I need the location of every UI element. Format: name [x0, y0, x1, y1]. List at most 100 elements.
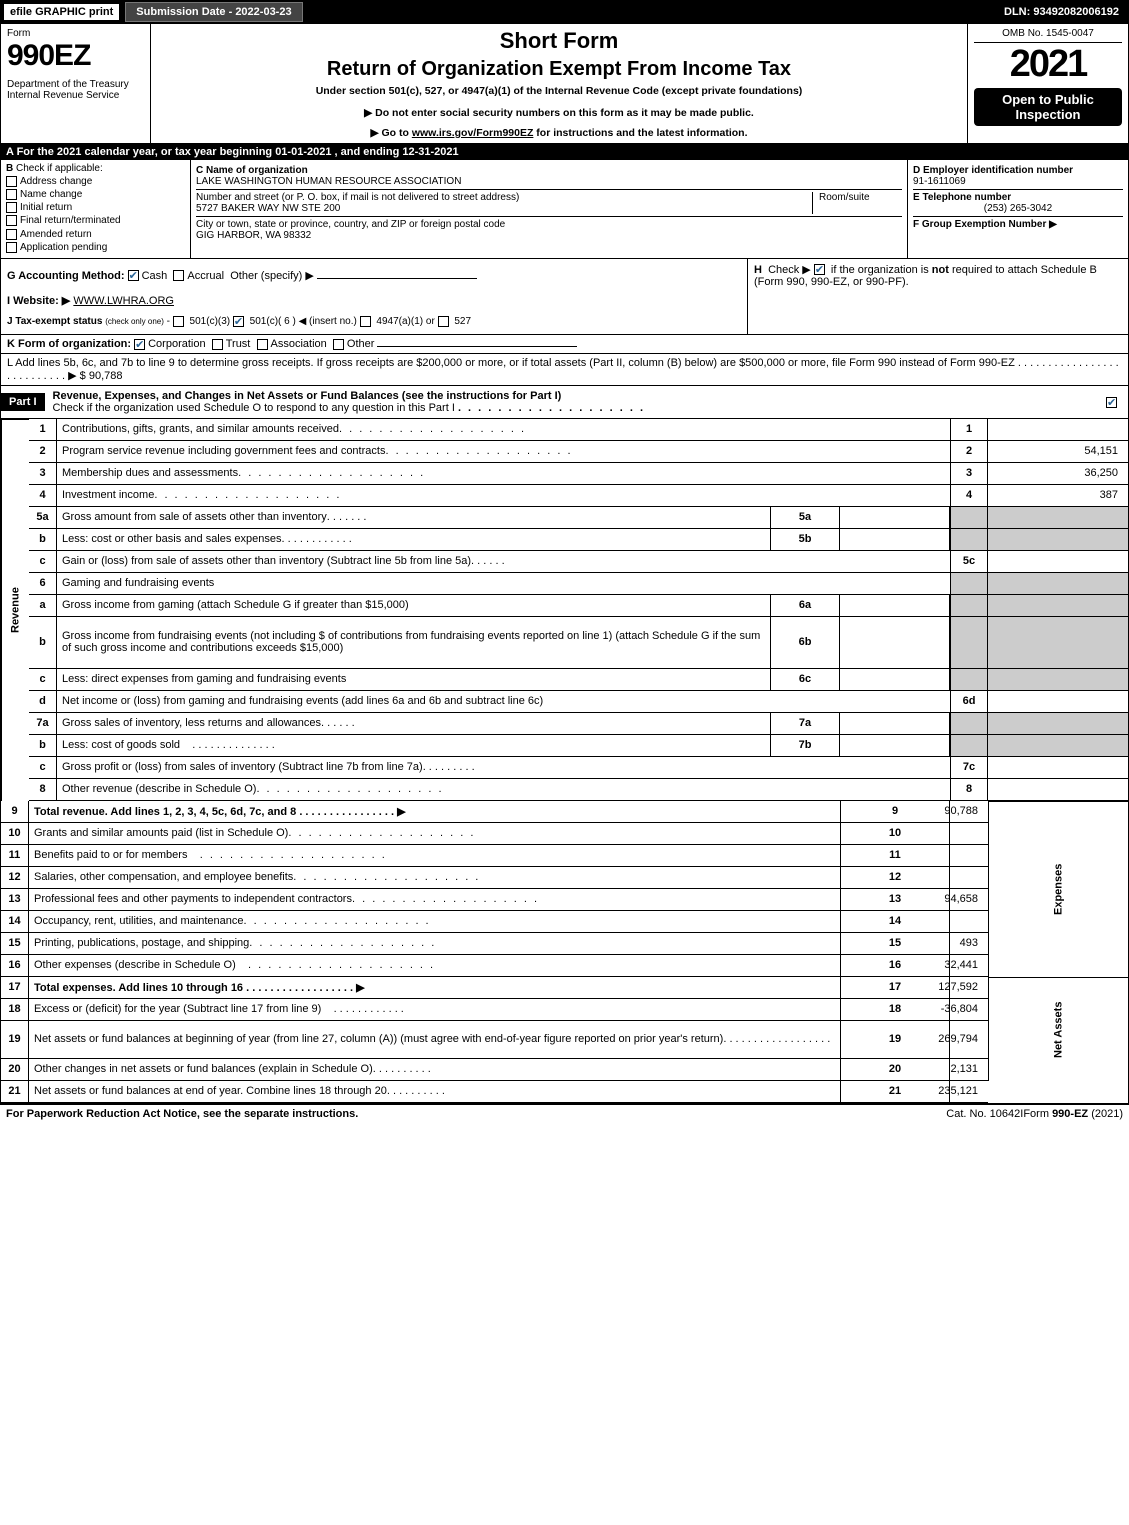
l5b-num: b — [29, 529, 57, 551]
l18-rn: 18 — [840, 999, 950, 1021]
l7b-rn — [950, 735, 988, 757]
l16-rn: 16 — [840, 955, 950, 977]
accrual-checkbox[interactable] — [173, 270, 184, 281]
l6-text: Gaming and fundraising events — [57, 573, 950, 595]
k-trust[interactable] — [212, 339, 223, 350]
l19-text: Net assets or fund balances at beginning… — [29, 1021, 840, 1059]
k-corp[interactable] — [134, 339, 145, 350]
l1-num: 1 — [29, 419, 57, 441]
l2-rv: 54,151 — [988, 441, 1128, 463]
l4-num: 4 — [29, 485, 57, 507]
link-prefix: ▶ Go to — [371, 127, 412, 139]
l5b-rv — [988, 529, 1128, 551]
top-bar: efile GRAPHIC print Submission Date - 20… — [0, 0, 1129, 24]
l6a-num: a — [29, 595, 57, 617]
l3-text: Membership dues and assessments — [57, 463, 950, 485]
l6b-num: b — [29, 617, 57, 669]
j-row: J Tax-exempt status (check only one) - 5… — [7, 316, 471, 327]
short-form: Short Form — [157, 28, 961, 54]
c-name-lbl: C Name of organization — [196, 165, 308, 176]
l6c-mb: 6c — [770, 669, 840, 691]
l10-rn: 10 — [840, 823, 950, 845]
i-lbl: I Website: ▶ — [7, 295, 70, 307]
l19-rn: 19 — [840, 1021, 950, 1059]
l15-rv: 493 — [950, 933, 988, 955]
d-lbl: D Employer identification number — [913, 165, 1073, 176]
l18-num: 18 — [1, 999, 29, 1021]
l6a-mbv — [840, 595, 950, 617]
irs-link[interactable]: www.irs.gov/Form990EZ — [412, 127, 534, 139]
col-de: D Employer identification number 91-1611… — [908, 160, 1128, 258]
form-word: Form — [7, 28, 144, 39]
submission-date: Submission Date - 2022-03-23 — [125, 2, 302, 22]
l2-num: 2 — [29, 441, 57, 463]
l-text: L Add lines 5b, 6c, and 7b to line 9 to … — [7, 357, 1119, 382]
l14-num: 14 — [1, 911, 29, 933]
k-assoc[interactable] — [257, 339, 268, 350]
l9-num: 9 — [1, 801, 29, 823]
l9-text: Total revenue. Add lines 1, 2, 3, 4, 5c,… — [29, 801, 840, 823]
l13-rn: 13 — [840, 889, 950, 911]
l7a-rn — [950, 713, 988, 735]
l21-text: Net assets or fund balances at end of ye… — [29, 1081, 840, 1103]
l5b-mbv — [840, 529, 950, 551]
l11-num: 11 — [1, 845, 29, 867]
header: Form 990EZ Department of the Treasury In… — [0, 24, 1129, 144]
l6c-rn — [950, 669, 988, 691]
l5c-rn: 5c — [950, 551, 988, 573]
l17-text: Total expenses. Add lines 10 through 16 … — [29, 977, 840, 999]
l15-text: Printing, publications, postage, and shi… — [29, 933, 840, 955]
l14-rn: 14 — [840, 911, 950, 933]
l12-text: Salaries, other compensation, and employ… — [29, 867, 840, 889]
l3-num: 3 — [29, 463, 57, 485]
l2-rn: 2 — [950, 441, 988, 463]
schedule-o-checkbox[interactable] — [1106, 397, 1117, 408]
l6a-rn — [950, 595, 988, 617]
l5c-text: Gain or (loss) from sale of assets other… — [57, 551, 950, 573]
opt-amended-return[interactable]: Amended return — [6, 229, 185, 240]
l21-rn: 21 — [840, 1081, 950, 1103]
g-col: G Accounting Method: Cash Accrual Other … — [1, 259, 748, 334]
l5a-rv — [988, 507, 1128, 529]
l7c-num: c — [29, 757, 57, 779]
part1-tag: Part I — [1, 393, 45, 411]
cash-checkbox[interactable] — [128, 270, 139, 281]
return-title: Return of Organization Exempt From Incom… — [157, 58, 961, 81]
j-501c[interactable] — [233, 316, 244, 327]
k-other[interactable] — [333, 339, 344, 350]
l10-num: 10 — [1, 823, 29, 845]
opt-initial-return[interactable]: Initial return — [6, 202, 185, 213]
l5b-text: Less: cost or other basis and sales expe… — [57, 529, 770, 551]
l6c-text: Less: direct expenses from gaming and fu… — [57, 669, 770, 691]
tax-year: 2021 — [974, 43, 1122, 86]
l6b-rv — [988, 617, 1128, 669]
opt-name-change[interactable]: Name change — [6, 189, 185, 200]
gh-row: G Accounting Method: Cash Accrual Other … — [0, 259, 1129, 335]
opt-final-return[interactable]: Final return/terminated — [6, 215, 185, 226]
l7a-mb: 7a — [770, 713, 840, 735]
l21-rv: 235,121 — [950, 1081, 988, 1103]
l5b-rn — [950, 529, 988, 551]
side-revenue: Revenue — [1, 419, 29, 801]
j-501c3[interactable] — [173, 316, 184, 327]
l6a-mb: 6a — [770, 595, 840, 617]
opt-address-change[interactable]: Address change — [6, 176, 185, 187]
opt-application-pending[interactable]: Application pending — [6, 242, 185, 253]
section-a: A For the 2021 calendar year, or tax yea… — [0, 144, 1129, 160]
j-4947[interactable] — [360, 316, 371, 327]
l13-num: 13 — [1, 889, 29, 911]
l5a-text: Gross amount from sale of assets other t… — [57, 507, 770, 529]
l10-rv — [950, 823, 988, 845]
h-checkbox[interactable] — [814, 264, 825, 275]
l20-rn: 20 — [840, 1059, 950, 1081]
irs-link-row: ▶ Go to www.irs.gov/Form990EZ for instru… — [157, 127, 961, 139]
l11-rv — [950, 845, 988, 867]
l7b-num: b — [29, 735, 57, 757]
footer-center: Cat. No. 10642I — [946, 1108, 1023, 1120]
l20-text: Other changes in net assets or fund bala… — [29, 1059, 840, 1081]
l6d-rn: 6d — [950, 691, 988, 713]
j-527[interactable] — [438, 316, 449, 327]
part1-title: Revenue, Expenses, and Changes in Net As… — [45, 386, 1098, 418]
l6c-rv — [988, 669, 1128, 691]
website-link[interactable]: WWW.LWHRA.ORG — [73, 295, 174, 307]
